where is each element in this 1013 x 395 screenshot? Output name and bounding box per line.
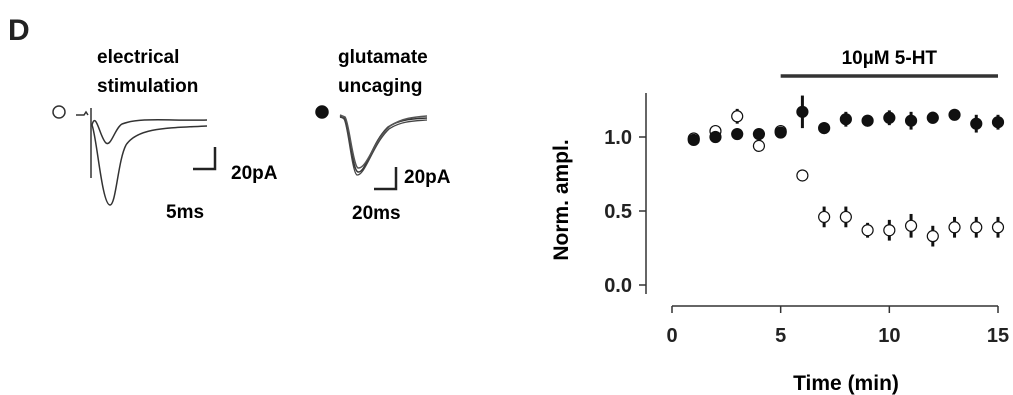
y-tick-label: 0.5 <box>604 201 632 223</box>
data-point-open <box>883 224 896 237</box>
uncaging-trace-c <box>339 115 428 176</box>
uncaging-trace-panel: glutamate uncaging 20pA 20ms <box>315 47 451 224</box>
electrical-scale-y-label: 20pA <box>231 163 278 184</box>
electrical-baseline-stub <box>76 110 89 116</box>
data-point-filled <box>861 114 874 127</box>
x-tick-label: 0 <box>666 325 677 347</box>
panel-label: D <box>8 14 30 47</box>
data-series <box>687 95 1005 247</box>
data-point-open <box>926 230 939 243</box>
data-point-open <box>861 224 874 237</box>
data-point-open <box>752 139 766 152</box>
data-point-filled <box>774 126 787 139</box>
electrical-title-line2: stimulation <box>97 76 198 97</box>
data-point-filled <box>687 133 700 147</box>
x-tick-label: 10 <box>878 325 900 347</box>
series-filled-circles <box>687 95 1005 147</box>
data-point-open <box>904 219 918 232</box>
uncaging-scale-bar <box>374 167 398 191</box>
data-point-filled <box>731 127 744 141</box>
uncaging-trace-b <box>339 114 428 169</box>
data-point-open <box>796 169 809 182</box>
data-point-filled <box>948 108 961 121</box>
y-axis-label: Norm. ampl. <box>550 139 573 260</box>
uncaging-filled-circle-marker <box>315 105 329 119</box>
data-point-filled <box>970 117 983 130</box>
uncaging-scale-y-label: 20pA <box>404 167 451 188</box>
x-ticks: 0 5 10 15 <box>666 306 1009 347</box>
y-tick-label: 1.0 <box>604 127 632 149</box>
uncaging-title-line2: uncaging <box>338 76 422 97</box>
electrical-trace-panel: electrical stimulation 20pA 5ms <box>52 47 278 223</box>
data-point-open <box>948 221 961 234</box>
data-point-filled <box>904 114 918 127</box>
data-point-filled <box>883 111 896 124</box>
data-point-filled <box>796 105 809 118</box>
drug-application-label: 10µM 5-HT <box>842 48 938 69</box>
data-point-open <box>731 110 744 123</box>
electrical-scale-bar <box>193 147 217 171</box>
data-point-filled <box>991 116 1005 129</box>
electrical-trace-5ht <box>91 119 208 145</box>
data-point-filled <box>709 130 722 144</box>
data-point-filled <box>752 127 766 141</box>
y-ticks: 0.0 0.5 1.0 <box>604 127 646 297</box>
electrical-scale-x-label: 5ms <box>166 202 204 223</box>
data-point-filled <box>818 122 831 135</box>
x-axis-label: Time (min) <box>793 372 899 395</box>
uncaging-scale-x-label: 20ms <box>352 203 401 224</box>
electrical-trace-control <box>91 124 208 206</box>
x-tick-label: 5 <box>775 325 786 347</box>
y-tick-label: 0.0 <box>604 275 632 297</box>
uncaging-title-line1: glutamate <box>338 47 428 68</box>
electrical-open-circle-marker <box>52 105 66 119</box>
x-tick-label: 15 <box>987 325 1009 347</box>
data-point-filled <box>839 113 852 126</box>
data-point-filled <box>926 111 939 124</box>
data-point-open <box>818 210 831 224</box>
data-point-open <box>991 221 1005 234</box>
normalized-amplitude-chart: 10µM 5-HT 0.0 0.5 1.0 0 5 10 15 Norm. ampl. T… <box>550 48 1009 395</box>
electrical-title-line1: electrical <box>97 47 179 68</box>
data-point-open <box>970 221 983 234</box>
data-point-open <box>839 210 852 224</box>
